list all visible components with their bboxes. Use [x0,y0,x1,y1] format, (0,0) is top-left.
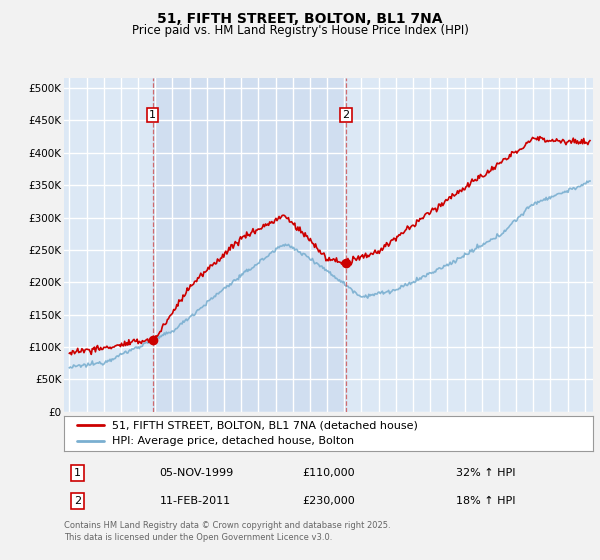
Text: HPI: Average price, detached house, Bolton: HPI: Average price, detached house, Bolt… [112,436,354,446]
Text: 2: 2 [343,110,350,120]
Text: £230,000: £230,000 [302,496,355,506]
Text: 18% ↑ HPI: 18% ↑ HPI [456,496,515,506]
Text: 2: 2 [74,496,81,506]
Text: 1: 1 [74,468,81,478]
Text: 05-NOV-1999: 05-NOV-1999 [160,468,234,478]
Text: 11-FEB-2011: 11-FEB-2011 [160,496,230,506]
Text: Contains HM Land Registry data © Crown copyright and database right 2025.
This d: Contains HM Land Registry data © Crown c… [64,521,391,542]
Text: Price paid vs. HM Land Registry's House Price Index (HPI): Price paid vs. HM Land Registry's House … [131,24,469,36]
Text: £110,000: £110,000 [302,468,355,478]
Bar [152,78,346,412]
Text: 51, FIFTH STREET, BOLTON, BL1 7NA (detached house): 51, FIFTH STREET, BOLTON, BL1 7NA (detac… [112,421,418,431]
Text: 1: 1 [149,110,156,120]
Text: 51, FIFTH STREET, BOLTON, BL1 7NA: 51, FIFTH STREET, BOLTON, BL1 7NA [157,12,443,26]
Text: 32% ↑ HPI: 32% ↑ HPI [456,468,515,478]
